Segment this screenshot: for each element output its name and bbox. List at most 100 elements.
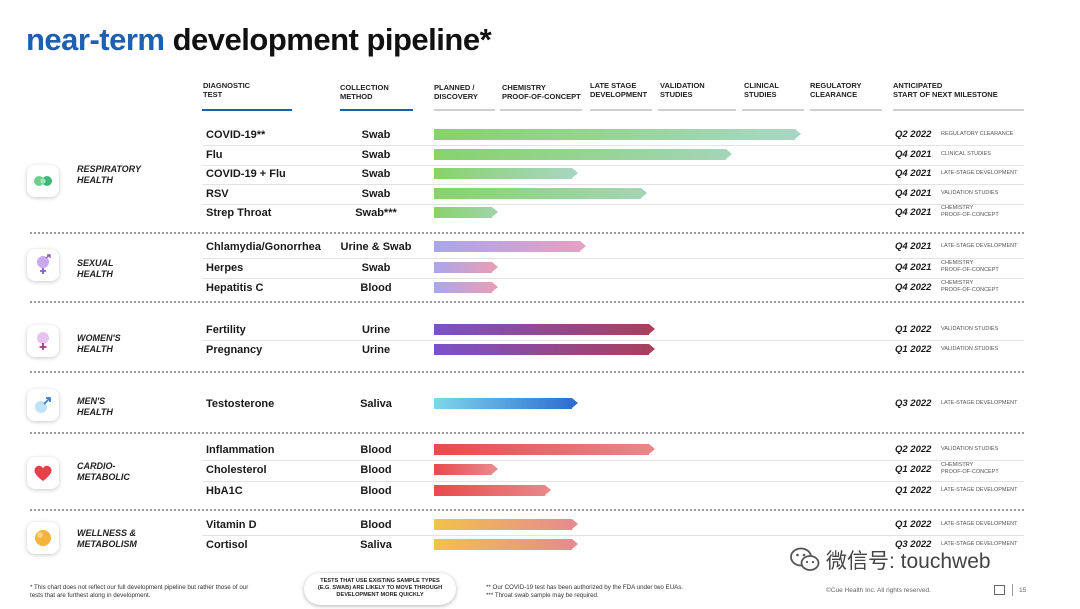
category-label-cardio: CARDIO- METABOLIC bbox=[77, 461, 130, 482]
progress-bar bbox=[434, 485, 551, 496]
progress-arrow-tip bbox=[795, 129, 801, 139]
progress-arrow-tip bbox=[492, 207, 498, 217]
test-name: Testosterone bbox=[206, 398, 275, 410]
category-label-respiratory: RESPIRATORY HEALTH bbox=[77, 164, 142, 185]
next-stage-label: LATE-STAGE DEVELOPMENT bbox=[941, 170, 1018, 176]
category-label-womens: WOMEN'S HEALTH bbox=[77, 333, 121, 354]
wechat-logo-icon bbox=[790, 547, 820, 573]
header-underline bbox=[658, 109, 736, 111]
milestone-date: Q4 2021 bbox=[895, 262, 932, 273]
progress-arrow-tip bbox=[572, 539, 578, 549]
test-name: Cortisol bbox=[206, 539, 248, 551]
heart-icon bbox=[27, 457, 59, 489]
progress-arrow-tip bbox=[649, 324, 655, 334]
milestone-date: Q1 2022 bbox=[895, 344, 932, 355]
progress-arrow-tip bbox=[572, 168, 578, 178]
row-divider bbox=[202, 145, 1024, 146]
lungs-icon bbox=[27, 165, 59, 197]
milestone-date: Q1 2022 bbox=[895, 519, 932, 530]
progress-bar bbox=[434, 464, 498, 475]
header-underline bbox=[893, 109, 1024, 111]
header-planned-discovery: PLANNED / DISCOVERY bbox=[434, 83, 478, 101]
collection-method: Swab bbox=[361, 149, 391, 161]
next-stage-label: VALIDATION STUDIES bbox=[941, 346, 999, 352]
header-underline bbox=[590, 109, 652, 111]
collection-method: Blood bbox=[360, 485, 392, 497]
row-divider bbox=[202, 258, 1024, 259]
header-late-stage: LATE STAGE DEVELOPMENT bbox=[590, 81, 648, 99]
progress-arrow-tip bbox=[492, 282, 498, 292]
collection-method: Blood bbox=[360, 519, 392, 531]
test-name: COVID-19 + Flu bbox=[206, 168, 286, 180]
collection-method: Blood bbox=[360, 464, 392, 476]
header-underline bbox=[810, 109, 882, 111]
header-underline bbox=[742, 109, 804, 111]
test-name: Fertility bbox=[206, 324, 246, 336]
next-stage-label: LATE-STAGE DEVELOPMENT bbox=[941, 521, 1018, 527]
milestone-date: Q1 2022 bbox=[895, 485, 932, 496]
next-stage-label: VALIDATION STUDIES bbox=[941, 190, 999, 196]
header-validation-studies: VALIDATION STUDIES bbox=[660, 81, 705, 99]
progress-bar bbox=[434, 282, 498, 293]
milestone-date: Q4 2021 bbox=[895, 241, 932, 252]
male-symbol-icon bbox=[27, 389, 59, 421]
progress-bar bbox=[434, 519, 578, 530]
category-separator bbox=[30, 371, 1024, 373]
next-stage-label: LATE-STAGE DEVELOPMENT bbox=[941, 487, 1018, 493]
progress-bar bbox=[434, 241, 586, 252]
page-number: 15 bbox=[1019, 587, 1027, 594]
milestone-date: Q2 2022 bbox=[895, 444, 932, 455]
progress-bar bbox=[434, 129, 801, 140]
header-collection-method: COLLECTION METHOD bbox=[340, 83, 389, 101]
next-stage-label: CHEMISTRY PROOF-OF-CONCEPT bbox=[941, 462, 999, 475]
collection-method: Swab bbox=[361, 168, 391, 180]
callout-note: TESTS THAT USE EXISTING SAMPLE TYPES (E.G… bbox=[304, 573, 456, 605]
category-separator bbox=[30, 509, 1024, 511]
next-stage-label: LATE-STAGE DEVELOPMENT bbox=[941, 400, 1018, 406]
next-stage-label: CHEMISTRY PROOF-OF-CONCEPT bbox=[941, 205, 999, 218]
test-name: COVID-19** bbox=[206, 129, 266, 141]
next-stage-label: LATE-STAGE DEVELOPMENT bbox=[941, 541, 1018, 547]
wellness-orb-icon bbox=[27, 522, 59, 554]
next-stage-label: LATE-STAGE DEVELOPMENT bbox=[941, 243, 1018, 249]
test-name: Herpes bbox=[206, 262, 244, 274]
progress-arrow-tip bbox=[492, 262, 498, 272]
milestone-date: Q4 2021 bbox=[895, 207, 932, 218]
collection-method: Saliva bbox=[360, 539, 392, 551]
progress-bar bbox=[434, 207, 498, 218]
category-separator bbox=[30, 232, 1024, 234]
milestone-date: Q4 2021 bbox=[895, 149, 932, 160]
next-stage-label: VALIDATION STUDIES bbox=[941, 326, 999, 332]
collection-method: Blood bbox=[360, 282, 392, 294]
progress-bar bbox=[434, 262, 498, 273]
title-main: development pipeline* bbox=[172, 22, 492, 57]
test-name: Strep Throat bbox=[206, 207, 272, 219]
header-diagnostic-test: DIAGNOSTIC TEST bbox=[203, 81, 251, 99]
next-stage-label: VALIDATION STUDIES bbox=[941, 446, 999, 452]
category-label-sexual: SEXUAL HEALTH bbox=[77, 258, 114, 279]
test-name: Cholesterol bbox=[206, 464, 267, 476]
progress-arrow-tip bbox=[641, 188, 647, 198]
category-label-wellness: WELLNESS & METABOLISM bbox=[77, 528, 137, 549]
watermark: 微信号: touchweb bbox=[790, 545, 991, 575]
row-divider bbox=[202, 535, 1024, 536]
category-separator bbox=[30, 432, 1024, 434]
test-name: Hepatitis C bbox=[206, 282, 264, 294]
progress-bar bbox=[434, 444, 655, 455]
footnote-right: ** Our COVID-19 test has been authorized… bbox=[486, 584, 684, 599]
collection-method: Swab bbox=[361, 262, 391, 274]
copyright: ©Cue Health Inc. All rights reserved. bbox=[826, 587, 931, 594]
collection-method: Urine & Swab bbox=[340, 241, 412, 253]
milestone-date: Q4 2021 bbox=[895, 168, 932, 179]
progress-bar bbox=[434, 149, 732, 160]
test-name: HbA1C bbox=[206, 485, 243, 497]
progress-bar bbox=[434, 398, 578, 409]
category-label-mens: MEN'S HEALTH bbox=[77, 396, 113, 417]
row-divider bbox=[202, 165, 1024, 166]
row-divider bbox=[202, 184, 1024, 185]
progress-bar bbox=[434, 324, 655, 335]
progress-arrow-tip bbox=[649, 444, 655, 454]
test-name: Chlamydia/Gonorrhea bbox=[206, 241, 321, 253]
progress-arrow-tip bbox=[580, 241, 586, 251]
collection-method: Swab*** bbox=[355, 207, 397, 219]
